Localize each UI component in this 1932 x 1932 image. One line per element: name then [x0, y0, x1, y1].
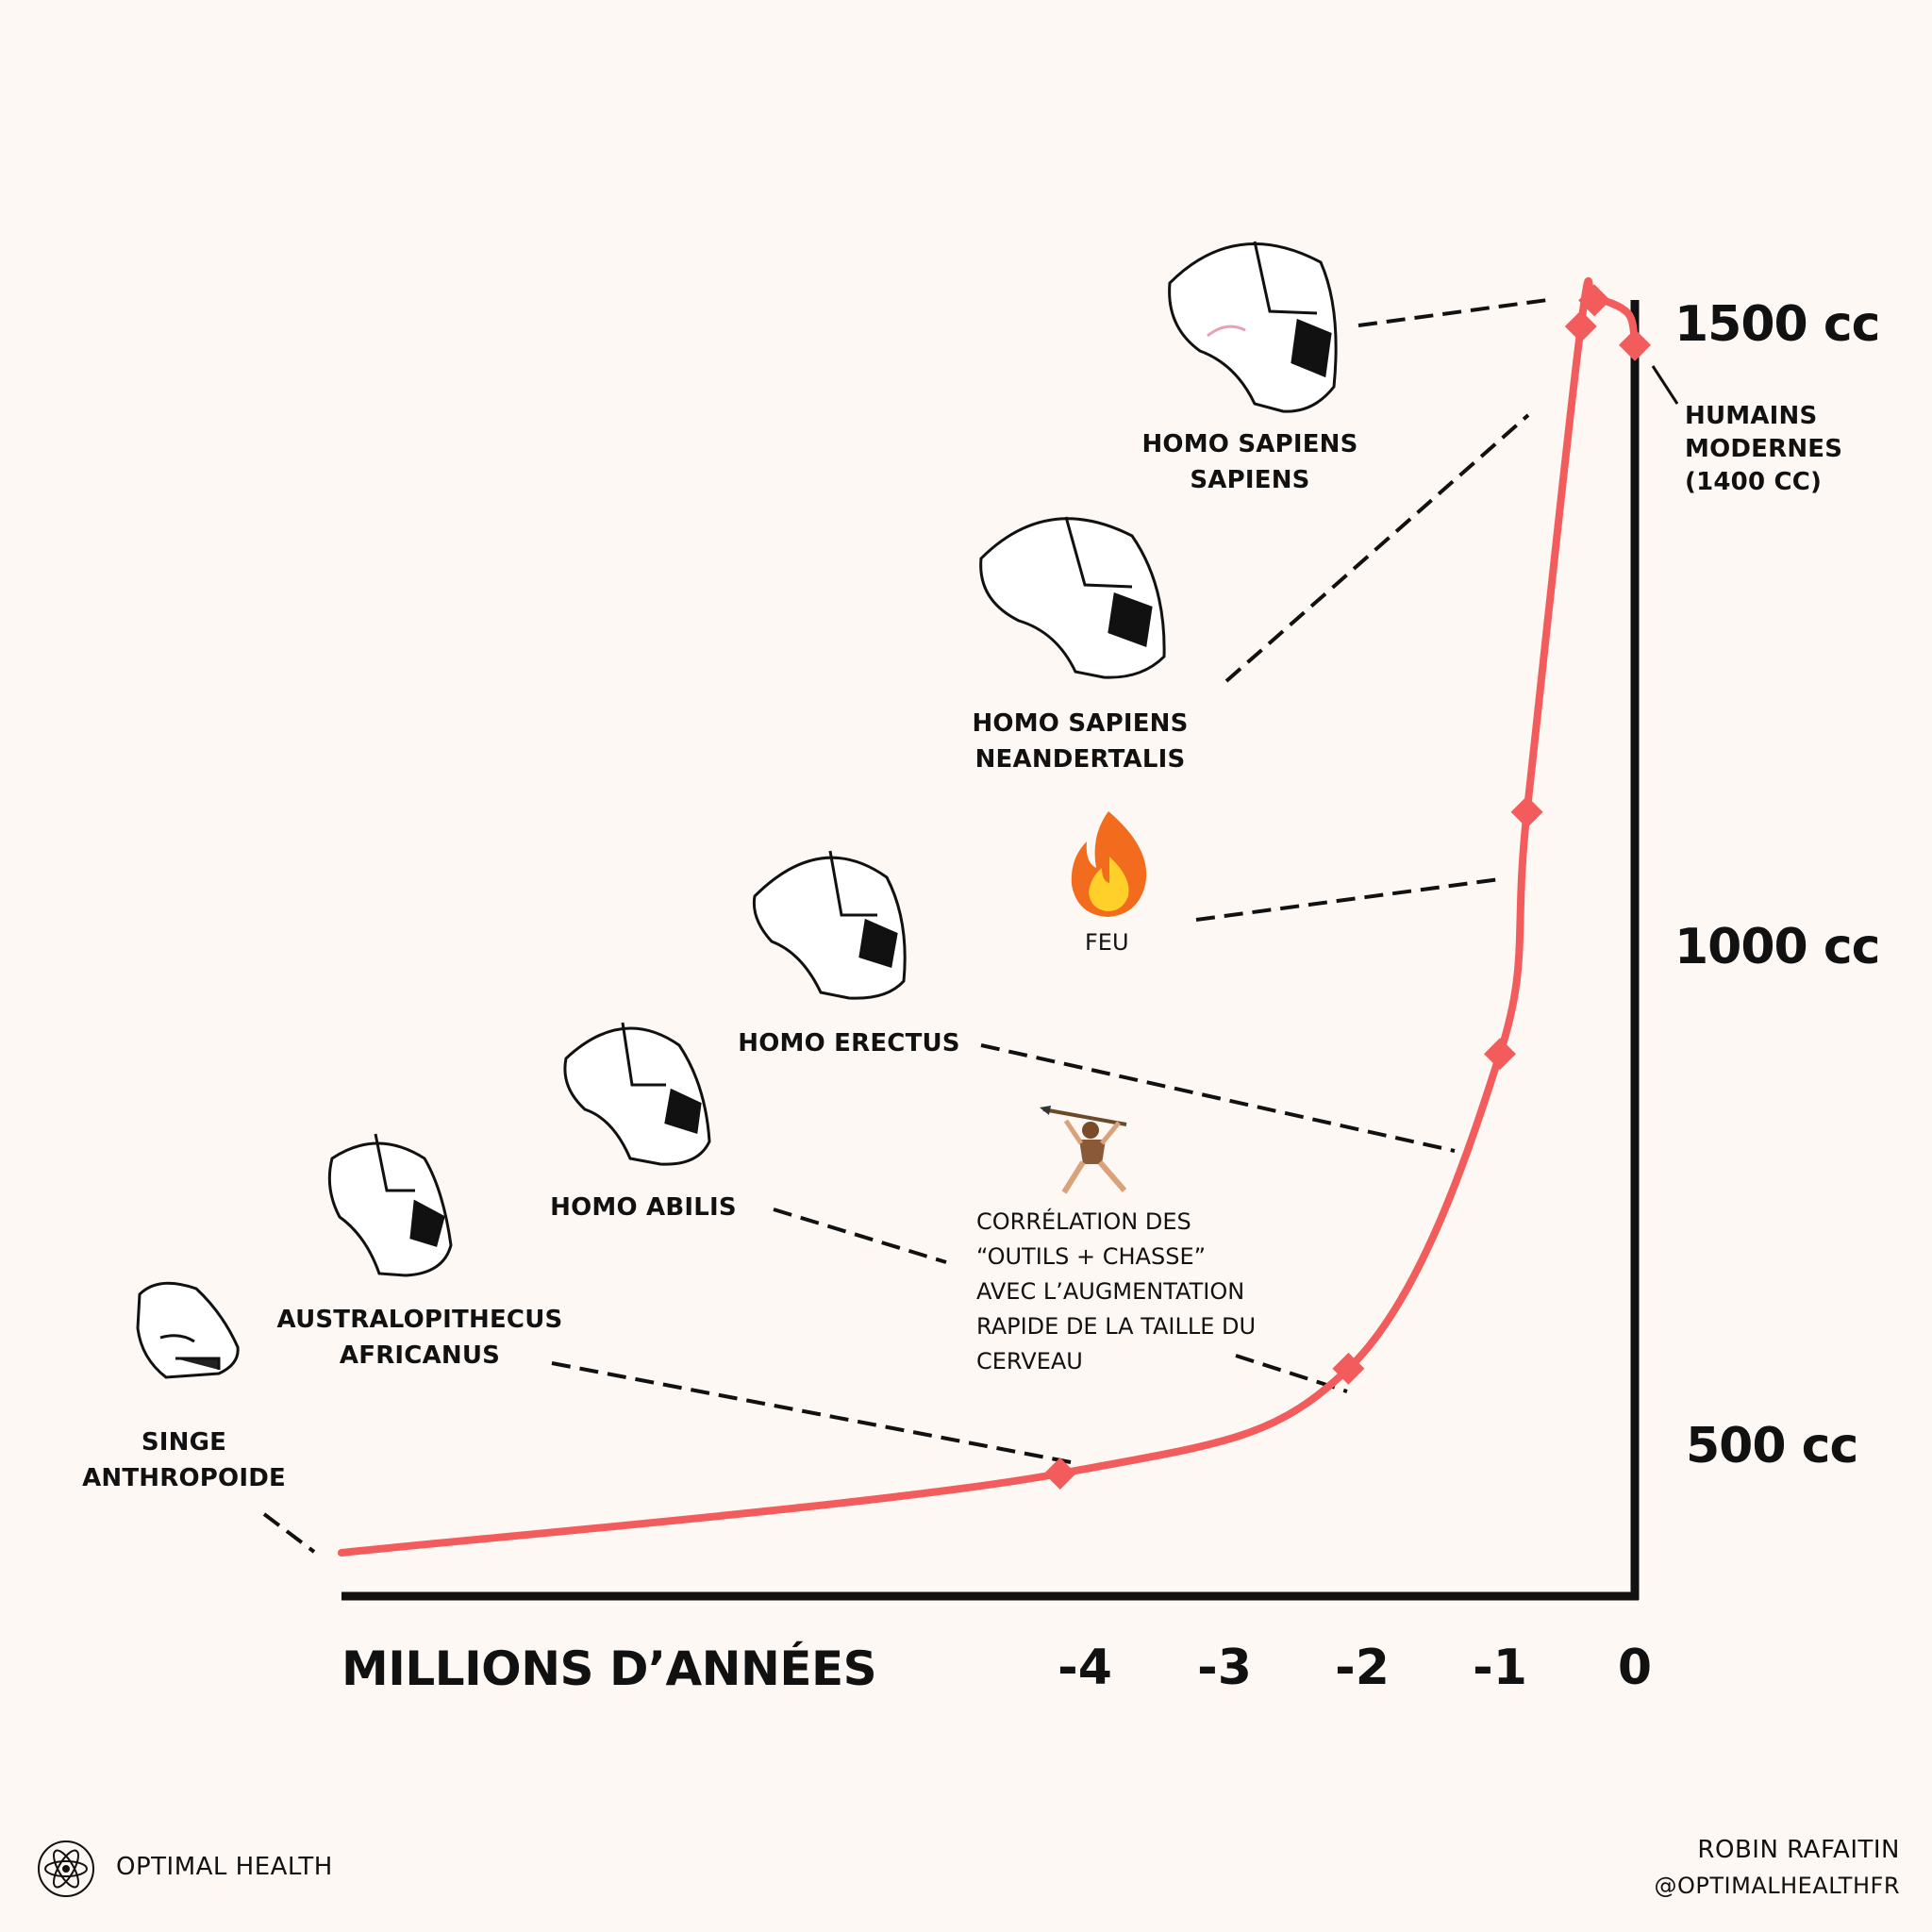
leader-singe [262, 1512, 316, 1554]
leader-australopithecus [551, 1361, 1072, 1464]
label-modernes: HUMAINS MODERNES (1400 CC) [1685, 402, 1843, 496]
y-tick-500: 500 cc [1686, 1418, 1858, 1474]
data-point-5 [1578, 284, 1611, 317]
label-correlation: CORRÉLATION DES “OUTILS + CHASSE” AVEC L… [976, 1208, 1257, 1374]
leader-erectus [980, 1043, 1456, 1153]
x-tick-minus-1: -1 [1473, 1640, 1527, 1696]
author-handle: @OPTIMALHEALTHFR [1654, 1873, 1900, 1899]
australopithecus-skull-icon [327, 1133, 453, 1277]
brand-name: OPTIMAL HEALTH [116, 1853, 333, 1881]
habilis-skull-icon [563, 1022, 711, 1166]
y-tick-1000: 1000 cc [1674, 919, 1880, 975]
hunter-with-spear-icon [1040, 1106, 1127, 1194]
x-tick-minus-4: -4 [1058, 1640, 1112, 1696]
label-habilis: HOMO ABILIS [550, 1193, 737, 1222]
data-point-3 [1510, 795, 1543, 828]
label-feu: FEU [1085, 929, 1129, 956]
leader-feu [1195, 877, 1501, 922]
ape-skull-icon [136, 1281, 240, 1379]
x-tick-minus-3: -3 [1197, 1640, 1252, 1696]
leader-sapiens [1357, 297, 1556, 327]
leader-neandertalis [1224, 413, 1530, 683]
erectus-skull-icon [752, 850, 907, 1000]
author-name: ROBIN RAFAITIN [1697, 1836, 1900, 1864]
label-singe: SINGE ANTHROPOIDE [82, 1428, 286, 1492]
fire-icon [1071, 811, 1147, 917]
atom-logo-icon [38, 1840, 94, 1897]
leader-habilis [773, 1208, 947, 1264]
y-tick-1500: 1500 cc [1674, 296, 1880, 353]
label-erectus: HOMO ERECTUS [738, 1029, 960, 1058]
label-australopithecus: AUSTRALOPITHECUS AFRICANUS [276, 1306, 563, 1370]
x-tick-0: 0 [1617, 1640, 1653, 1696]
x-tick-minus-2: -2 [1335, 1640, 1390, 1696]
neandertal-skull-icon [979, 516, 1166, 679]
sapiens-skull-icon [1168, 241, 1338, 413]
label-neandertalis: HOMO SAPIENS NEANDERTALIS [972, 709, 1189, 774]
data-point-1 [1332, 1352, 1365, 1385]
label-sapiens: HOMO SAPIENS SAPIENS [1141, 430, 1358, 494]
data-point-4 [1564, 310, 1597, 342]
leader-modernes [1651, 365, 1679, 405]
data-point-0 [1043, 1457, 1076, 1490]
marker-layer [1043, 284, 1651, 1490]
data-point-6 [1619, 328, 1651, 361]
x-axis-title: MILLIONS D’ANNÉES [341, 1641, 877, 1696]
data-point-2 [1484, 1038, 1516, 1071]
